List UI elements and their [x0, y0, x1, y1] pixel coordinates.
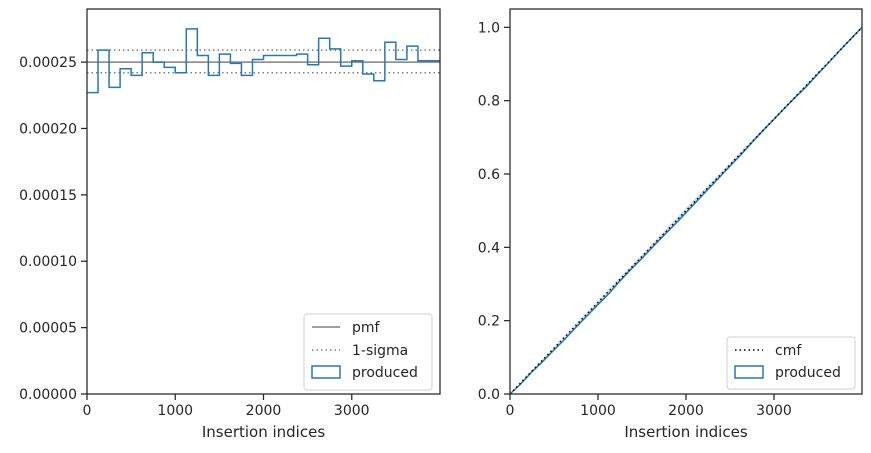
- right-y-tick-label: 1.0: [478, 20, 500, 36]
- left-y-tick-label: 0.00020: [19, 121, 77, 137]
- left-x-tick-label: 3000: [334, 403, 370, 419]
- right-legend: cmf produced: [726, 336, 856, 390]
- right-y-tick-label: 0.2: [478, 314, 500, 330]
- right-chart-cmf: 0 1000 2000 3000 0.0 0.2 0.4 0.6 0.8 1.0 Insertion…: [478, 8, 863, 441]
- left-y-tick-label: 0.00025: [19, 55, 77, 71]
- right-y-tick-label: 0.8: [478, 94, 500, 110]
- left-y-tick-label: 0.00010: [19, 254, 77, 270]
- legend-produced-label-right: produced: [775, 365, 841, 381]
- left-legend-box: [303, 313, 433, 391]
- legend-cmf-label: cmf: [775, 343, 802, 359]
- legend-pmf-label: pmf: [352, 320, 381, 336]
- cmf-line: [510, 26, 862, 394]
- right-x-axis-label: Insertion indices: [624, 423, 747, 441]
- right-plot-area: [510, 26, 862, 394]
- right-x-tick-label: 3000: [756, 403, 792, 419]
- left-x-tick-label: 2000: [246, 403, 282, 419]
- produced-histogram: [87, 28, 440, 94]
- left-chart-pmf: 0 1000 2000 3000 0.00000 0.00005 0.00010 0.0001…: [19, 8, 441, 441]
- right-x-tick-label: 1000: [580, 403, 616, 419]
- right-y-tick-label: 0.0: [478, 387, 500, 403]
- legend-produced-swatch-right: [734, 365, 764, 379]
- left-x-tick-label: 0: [83, 403, 92, 419]
- left-y-tick-label: 0.00005: [19, 321, 77, 337]
- produced-cumulative: [510, 26, 862, 394]
- left-y-tick-label: 0.00015: [19, 188, 77, 204]
- right-y-tick-label: 0.4: [478, 240, 500, 256]
- right-axes-frame: [509, 8, 863, 395]
- legend-produced-label: produced: [352, 365, 418, 381]
- legend-sigma-label: 1-sigma: [352, 343, 408, 359]
- left-y-tick-label: 0.00000: [19, 387, 77, 403]
- left-x-tick-label: 1000: [157, 403, 193, 419]
- legend-produced-swatch: [311, 365, 341, 379]
- right-x-tick-label: 2000: [668, 403, 704, 419]
- left-plot-area: [87, 28, 440, 94]
- left-legend: pmf 1-sigma produced: [303, 313, 433, 391]
- right-x-tick-label: 0: [506, 403, 515, 419]
- left-x-axis-label: Insertion indices: [202, 423, 325, 441]
- right-y-tick-label: 0.6: [478, 167, 500, 183]
